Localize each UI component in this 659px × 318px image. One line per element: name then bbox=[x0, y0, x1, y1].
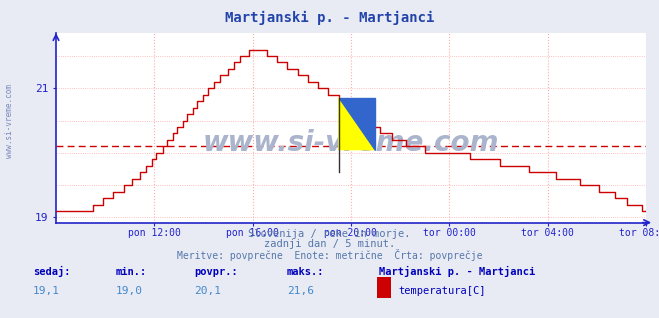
Text: Slovenija / reke in morje.: Slovenija / reke in morje. bbox=[248, 229, 411, 239]
Text: www.si-vreme.com: www.si-vreme.com bbox=[203, 129, 499, 157]
Polygon shape bbox=[339, 98, 376, 150]
Text: sedaj:: sedaj: bbox=[33, 266, 71, 277]
Text: povpr.:: povpr.: bbox=[194, 267, 238, 277]
Polygon shape bbox=[339, 98, 376, 150]
Text: Meritve: povprečne  Enote: metrične  Črta: povprečje: Meritve: povprečne Enote: metrične Črta:… bbox=[177, 249, 482, 261]
Text: 20,1: 20,1 bbox=[194, 286, 221, 296]
Text: temperatura[C]: temperatura[C] bbox=[399, 286, 486, 296]
Text: maks.:: maks.: bbox=[287, 267, 324, 277]
Text: 19,0: 19,0 bbox=[115, 286, 142, 296]
Text: www.si-vreme.com: www.si-vreme.com bbox=[5, 84, 14, 158]
Text: zadnji dan / 5 minut.: zadnji dan / 5 minut. bbox=[264, 239, 395, 249]
Text: Martjanski p. - Martjanci: Martjanski p. - Martjanci bbox=[379, 266, 535, 277]
Text: Martjanski p. - Martjanci: Martjanski p. - Martjanci bbox=[225, 11, 434, 25]
Text: min.:: min.: bbox=[115, 267, 146, 277]
Text: 19,1: 19,1 bbox=[33, 286, 60, 296]
Text: 21,6: 21,6 bbox=[287, 286, 314, 296]
